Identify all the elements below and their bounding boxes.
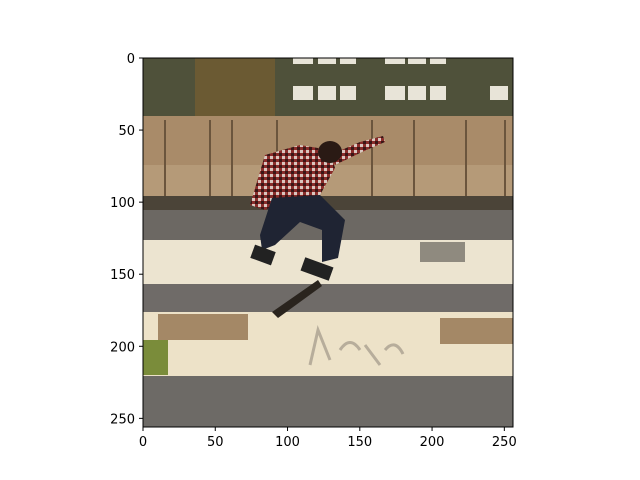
axes-frame bbox=[142, 57, 514, 428]
skater-shirt bbox=[250, 145, 335, 210]
y-tick-label: 250 bbox=[110, 412, 135, 427]
skater-arm bbox=[330, 136, 385, 165]
x-tick-label: 150 bbox=[347, 435, 372, 450]
skater-head bbox=[318, 141, 342, 163]
y-tick-label: 100 bbox=[110, 196, 135, 211]
x-tick-label: 200 bbox=[420, 435, 445, 450]
x-axis: 0 50 100 150 200 250 bbox=[139, 427, 517, 450]
y-tick-label: 200 bbox=[110, 340, 135, 355]
y-tick-label: 150 bbox=[110, 268, 135, 283]
ledge-shadow bbox=[143, 284, 513, 314]
skater-jeans bbox=[260, 195, 345, 262]
y-axis: 0 50 100 150 200 250 bbox=[110, 52, 143, 427]
building-windows bbox=[293, 58, 508, 100]
y-tick-label: 50 bbox=[118, 124, 135, 139]
ground bbox=[143, 376, 513, 427]
ledge-block-left bbox=[158, 314, 248, 340]
graffiti-bottom bbox=[308, 324, 405, 366]
y-tick-label: 0 bbox=[127, 52, 135, 67]
x-tick-label: 250 bbox=[492, 435, 517, 450]
skater-shoe-right bbox=[300, 257, 334, 281]
x-tick-label: 50 bbox=[207, 435, 224, 450]
x-tick-label: 100 bbox=[275, 435, 300, 450]
grass bbox=[143, 340, 168, 375]
ledge-block-right bbox=[440, 318, 513, 344]
skater-shoe-left bbox=[250, 244, 276, 266]
x-tick-label: 0 bbox=[139, 435, 147, 450]
photo bbox=[143, 58, 513, 427]
graffiti-tag bbox=[420, 242, 465, 262]
skateboard bbox=[272, 280, 322, 318]
tree-foliage bbox=[195, 58, 275, 118]
skater bbox=[250, 136, 385, 318]
